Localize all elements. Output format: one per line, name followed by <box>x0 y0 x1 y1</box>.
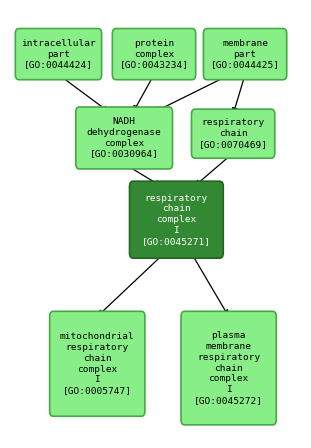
FancyBboxPatch shape <box>192 109 275 158</box>
Text: protein
complex
[GO:0043234]: protein complex [GO:0043234] <box>119 39 188 69</box>
FancyBboxPatch shape <box>181 311 276 425</box>
Text: intracellular
part
[GO:0044424]: intracellular part [GO:0044424] <box>21 39 96 69</box>
Text: respiratory
chain
complex
I
[GO:0045271]: respiratory chain complex I [GO:0045271] <box>142 194 211 246</box>
FancyBboxPatch shape <box>76 107 173 169</box>
Text: plasma
membrane
respiratory
chain
complex
I
[GO:0045272]: plasma membrane respiratory chain comple… <box>194 332 263 405</box>
FancyBboxPatch shape <box>15 29 102 80</box>
FancyBboxPatch shape <box>112 29 196 80</box>
Text: respiratory
chain
[GO:0070469]: respiratory chain [GO:0070469] <box>199 118 268 149</box>
FancyBboxPatch shape <box>129 181 223 258</box>
Text: membrane
part
[GO:0044425]: membrane part [GO:0044425] <box>211 39 280 69</box>
FancyBboxPatch shape <box>50 311 145 416</box>
FancyBboxPatch shape <box>203 29 287 80</box>
Text: NADH
dehydrogenase
complex
[GO:0030964]: NADH dehydrogenase complex [GO:0030964] <box>87 117 161 159</box>
Text: mitochondrial
respiratory
chain
complex
I
[GO:0005747]: mitochondrial respiratory chain complex … <box>60 332 135 395</box>
